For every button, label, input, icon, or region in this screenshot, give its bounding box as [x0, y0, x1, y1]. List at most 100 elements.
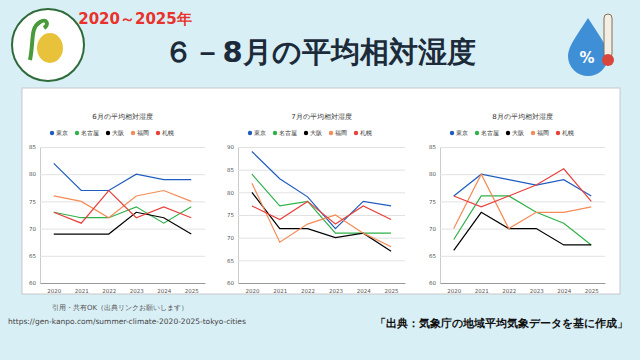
y-tick: 65 — [29, 253, 205, 259]
y-tick-label: 65 — [227, 258, 234, 264]
legend-swatch — [531, 131, 535, 135]
grid-line — [40, 283, 205, 284]
y-tick-label: 80 — [429, 171, 436, 177]
legend-swatch — [450, 131, 454, 135]
y-tick-label: 85 — [227, 167, 234, 173]
plot-lines — [252, 152, 391, 252]
x-tick: 2020 — [47, 283, 61, 294]
y-tick: 90 — [227, 144, 405, 150]
x-axis-line — [239, 283, 406, 284]
series-line — [54, 212, 192, 234]
legend: 東京名古屋大阪福岡札幌 — [248, 129, 372, 136]
x-tick-label: 2025 — [185, 288, 199, 294]
y-tick: 75 — [429, 199, 605, 205]
series-line — [252, 183, 391, 246]
series-line — [454, 169, 592, 207]
legend-label: 名古屋 — [279, 130, 297, 136]
y-tick-label: 80 — [29, 171, 36, 177]
logo-circle — [12, 9, 84, 81]
footer-source: 「出典：気象庁の地域平均気象データを基に作成」 — [375, 317, 628, 330]
x-tick-label: 2021 — [75, 288, 89, 294]
series-line — [54, 191, 192, 224]
legend-label: 札幌 — [562, 130, 574, 136]
legend-swatch — [273, 131, 277, 135]
legend: 東京名古屋大阪福岡札幌 — [450, 129, 574, 136]
x-tick-label: 2022 — [301, 288, 315, 294]
y-axis-line — [440, 148, 441, 284]
y-tick-label: 60 — [227, 280, 234, 286]
y-tick-label: 60 — [29, 280, 36, 286]
grid-line — [440, 283, 605, 284]
logo-plant — [30, 21, 47, 60]
y-tick: 85 — [29, 144, 205, 150]
x-tick: 2022 — [502, 283, 516, 294]
header-years: 2020～2025年 — [78, 10, 192, 28]
x-tick: 2021 — [475, 283, 489, 294]
y-tick: 80 — [29, 171, 205, 177]
x-tick: 2022 — [102, 283, 116, 294]
legend-swatch — [475, 131, 479, 135]
legend-swatch — [506, 131, 510, 135]
series-line — [252, 201, 391, 224]
icon-thermometer — [604, 14, 612, 58]
chart: 8月の平均相対湿度東京名古屋大阪福岡札幌60657075808520202021… — [429, 113, 606, 294]
x-tick-label: 2022 — [102, 288, 116, 294]
plot-lines — [54, 163, 192, 234]
grid-line — [440, 147, 605, 148]
series-line — [252, 174, 391, 233]
grid-line — [40, 201, 205, 202]
legend-swatch — [248, 131, 252, 135]
legend-label: 福岡 — [537, 130, 549, 136]
icon-drop — [568, 18, 608, 76]
legend: 東京名古屋大阪福岡札幌 — [50, 129, 174, 136]
x-tick: 2025 — [185, 283, 199, 294]
y-axis: 60657075808590 — [227, 144, 405, 286]
legend-label: 大阪 — [310, 130, 322, 136]
x-tick-label: 2023 — [530, 288, 544, 294]
x-tick: 2024 — [557, 283, 571, 294]
x-tick: 2022 — [301, 283, 315, 294]
legend-swatch — [304, 131, 308, 135]
y-tick-label: 70 — [429, 226, 436, 232]
grid-line — [440, 256, 605, 257]
humidity-icon: % — [568, 14, 614, 76]
grid-line — [440, 201, 605, 202]
icon-bulb — [602, 54, 614, 66]
grid-line — [238, 215, 405, 216]
x-tick-label: 2024 — [357, 288, 371, 294]
x-tick-label: 2020 — [245, 288, 259, 294]
plot-lines — [454, 169, 592, 251]
x-tick: 2023 — [329, 283, 343, 294]
x-tick-label: 2023 — [130, 288, 144, 294]
legend-label: 大阪 — [112, 130, 124, 136]
legend-label: 福岡 — [137, 130, 149, 136]
legend-label: 札幌 — [162, 130, 174, 136]
legend-swatch — [556, 131, 560, 135]
x-tick-label: 2024 — [557, 288, 571, 294]
chart: 6月の平均相対湿度東京名古屋大阪福岡札幌60657075808520202021… — [29, 113, 206, 294]
grid-line — [40, 147, 205, 148]
chart-title: 6月の平均相対湿度 — [92, 113, 152, 121]
x-tick-label: 2025 — [385, 288, 399, 294]
legend-label: 東京 — [254, 129, 266, 136]
y-tick-label: 75 — [429, 199, 436, 205]
y-tick-label: 70 — [227, 235, 234, 241]
x-tick: 2020 — [245, 283, 259, 294]
legend-label: 名古屋 — [481, 130, 499, 136]
y-axis: 606570758085 — [29, 144, 205, 286]
x-axis: 202020212022202320242025 — [239, 283, 406, 294]
footer-url: https://gen-kanpo.com/summer-climate-202… — [8, 317, 246, 326]
grid-line — [238, 260, 405, 261]
y-tick-label: 65 — [29, 253, 36, 259]
y-tick-label: 75 — [227, 212, 234, 218]
x-axis: 202020212022202320242025 — [441, 283, 606, 294]
legend-swatch — [354, 131, 358, 135]
grid-line — [40, 229, 205, 230]
x-axis-line — [41, 283, 206, 284]
y-tick: 80 — [429, 171, 605, 177]
y-tick: 65 — [429, 253, 605, 259]
grid-line — [238, 238, 405, 239]
grid-line — [40, 256, 205, 257]
x-tick: 2025 — [385, 283, 399, 294]
series-line — [54, 163, 192, 190]
